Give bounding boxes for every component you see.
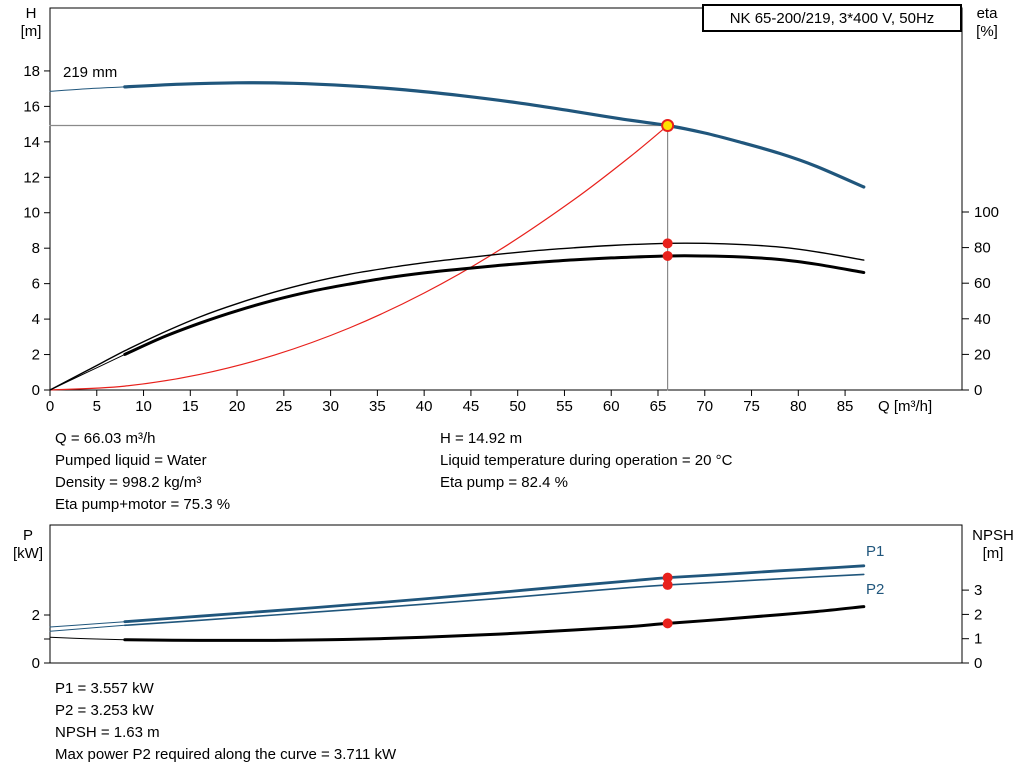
- duty-point-marker: [661, 119, 675, 133]
- x-tick-label: 80: [790, 398, 807, 415]
- y-right-tick-label: 1: [974, 631, 982, 648]
- y-left-tick-label: 2: [32, 607, 40, 624]
- x-tick-label: 15: [182, 398, 199, 415]
- npsh-axis-title: [m]: [983, 545, 1004, 562]
- pump-model-label: NK 65-200/219, 3*400 V, 50Hz: [729, 9, 935, 27]
- info-line: NPSH = 1.63 m: [55, 724, 160, 741]
- info-line: P1 = 3.557 kW: [55, 680, 154, 697]
- eta-axis-title: eta: [977, 5, 999, 22]
- x-tick-label: 65: [650, 398, 667, 415]
- x-tick-label: 35: [369, 398, 386, 415]
- eta-pump-curve: [49, 242, 865, 391]
- x-tick-label: 75: [743, 398, 760, 415]
- info-line: Pumped liquid = Water: [55, 452, 207, 469]
- y-left-tick-label: 14: [23, 134, 40, 151]
- p1-curve: [123, 564, 866, 624]
- operating-info-right-column: H = 14.92 m Liquid temperature during ope…: [440, 428, 732, 494]
- info-line: P2 = 3.253 kW: [55, 702, 154, 719]
- system-curve: [49, 124, 669, 391]
- eta-pump-motor-ext: [49, 353, 126, 391]
- info-line: Eta pump+motor = 75.3 %: [55, 496, 231, 513]
- x-tick-label: 5: [93, 398, 101, 415]
- p2-curve-ext: [49, 624, 126, 632]
- y-left-tick-label: 0: [32, 655, 40, 672]
- qh-eta-chart-frame: [49, 7, 963, 391]
- x-tick-label: 40: [416, 398, 433, 415]
- npsh-curve-ext: [49, 636, 126, 641]
- p2-point: [662, 579, 673, 590]
- npsh-curve: [123, 605, 866, 643]
- y-left-tick-label: 8: [32, 240, 40, 257]
- x-tick-label: 85: [837, 398, 854, 415]
- eta-pump-point: [662, 238, 673, 249]
- power-npsh-chart: 0 2 0 1 2 3 P[kW] NPSH[m] P1 P2: [13, 524, 1014, 672]
- npsh-axis-title: NPSH: [972, 527, 1014, 544]
- p-axis-title: [kW]: [13, 545, 43, 562]
- x-tick-label: 30: [322, 398, 339, 415]
- p2-curve: [124, 573, 865, 627]
- y-right-tick-label: 3: [974, 582, 982, 599]
- qh-eta-chart: 0 5 10 15 20 25 30 35 40 45 50 55 60 65 70 75 80 85 Q [m³/…: [21, 5, 999, 415]
- p-axis-title: P: [23, 527, 33, 544]
- x-tick-label: 60: [603, 398, 620, 415]
- x-tick-label: 45: [463, 398, 480, 415]
- info-line: H = 14.92 m: [440, 430, 523, 447]
- y-left-tick-label: 4: [32, 311, 40, 328]
- x-tick-label: 50: [509, 398, 526, 415]
- power-info-block: P1 = 3.557 kW P2 = 3.253 kW NPSH = 1.63 m M…: [55, 678, 396, 766]
- x-tick-label: 25: [276, 398, 293, 415]
- y-left-tick-label: 18: [23, 63, 40, 80]
- y-right-tick-label: 40: [974, 311, 991, 328]
- p1-label: P1: [866, 543, 884, 560]
- head-curve: [123, 81, 866, 189]
- eta-axis-title: [%]: [976, 23, 998, 40]
- y-right-tick-label: 20: [974, 346, 991, 363]
- p1-point: [662, 572, 673, 583]
- p2-label: P2: [866, 581, 884, 598]
- y-left-tick-label: 0: [32, 382, 40, 399]
- operating-info-left-column: Q = 66.03 m³/h Pumped liquid = Water Densi…: [55, 428, 230, 516]
- x-tick-label: 0: [46, 398, 54, 415]
- power-npsh-chart-frame: [49, 524, 963, 664]
- info-line: Q = 66.03 m³/h: [55, 430, 156, 447]
- eta-pump-motor-point: [662, 250, 673, 261]
- y-right-tick-label: 0: [974, 382, 982, 399]
- impeller-diameter-label: 219 mm: [63, 64, 117, 81]
- h-axis-title: [m]: [21, 23, 42, 40]
- info-line: Density = 998.2 kg/m³: [55, 474, 202, 491]
- x-tick-label: 10: [135, 398, 152, 415]
- y-left-tick-label: 10: [23, 205, 40, 222]
- x-tick-label: 20: [229, 398, 246, 415]
- y-right-tick-label: 0: [974, 655, 982, 672]
- info-line: Liquid temperature during operation = 20…: [440, 452, 733, 469]
- y-right-tick-label: 2: [974, 606, 982, 623]
- y-left-tick-label: 12: [23, 169, 40, 186]
- y-left-tick-label: 16: [23, 98, 40, 115]
- h-axis-title: H: [26, 5, 37, 22]
- y-right-tick-label: 60: [974, 275, 991, 292]
- head-curve-ext: [49, 86, 126, 92]
- info-line: Eta pump = 82.4 %: [440, 474, 568, 491]
- y-left-tick-label: 2: [32, 347, 40, 364]
- p1-curve-ext: [49, 621, 126, 628]
- y-right-tick-label: 80: [974, 240, 991, 257]
- y-right-tick-label: 100: [974, 204, 999, 221]
- x-axis-label: Q [m³/h]: [878, 398, 932, 415]
- info-line: Max power P2 required along the curve = …: [55, 746, 397, 763]
- pump-model-box: NK 65-200/219, 3*400 V, 50Hz: [702, 4, 962, 32]
- x-tick-label: 70: [696, 398, 713, 415]
- x-tick-label: 55: [556, 398, 573, 415]
- eta-pump-motor-curve: [123, 254, 866, 356]
- y-left-tick-label: 6: [32, 276, 40, 293]
- npsh-point: [662, 618, 673, 629]
